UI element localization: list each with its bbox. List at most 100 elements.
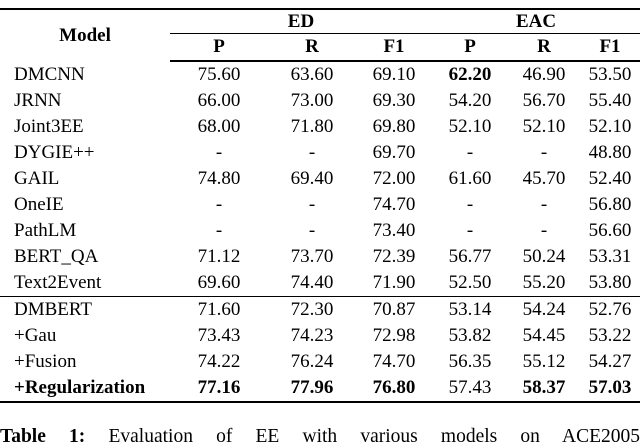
metric-cell: 56.60 <box>588 220 632 241</box>
metric-cell: 74.23 <box>290 325 334 346</box>
metric-cell: 53.14 <box>432 296 509 323</box>
metric-cell: 54.27 <box>588 351 632 372</box>
metric-cell: 45.70 <box>522 168 566 189</box>
metric-cell: 69.10 <box>372 64 416 85</box>
metric-cell: 69.60 <box>197 272 241 293</box>
metric-cell-best: 77.16 <box>197 377 241 398</box>
model-name-cell: JRNN <box>14 90 62 111</box>
table-row-oneie: OneIE - - 74.70 - - 56.80 <box>0 192 640 218</box>
group-header-row: Model ED EAC <box>0 9 640 46</box>
metric-cell: 63.60 <box>290 64 334 85</box>
metric-cell: 71.12 <box>197 246 241 267</box>
model-name-cell: GAIL <box>14 168 60 189</box>
metric-cell: 74.40 <box>290 272 334 293</box>
metric-cell: 55.20 <box>522 272 566 293</box>
column-header-ed-r: R <box>268 33 356 62</box>
metric-cell-best: 62.20 <box>448 64 492 85</box>
table-row-jrnn: JRNN 66.00 73.00 69.30 54.20 56.70 55.40 <box>0 88 640 114</box>
table-row-fusion: +Fusion 74.22 76.24 74.70 56.35 55.12 54… <box>0 349 640 375</box>
sub-header-row: P R F1 P R F1 <box>0 33 640 62</box>
column-header-eac-f1: F1 <box>580 33 640 62</box>
metric-cell-best: 76.80 <box>372 377 416 398</box>
metric-cell: 53.22 <box>588 325 632 346</box>
metric-cell: 52.40 <box>588 168 632 189</box>
column-header-ed-f1: F1 <box>356 33 433 62</box>
model-name-cell: BERT_QA <box>14 246 99 267</box>
metric-cell: 53.50 <box>588 64 632 85</box>
column-header-eac-r: R <box>508 33 581 62</box>
metric-cell: 72.30 <box>268 296 356 323</box>
metric-cell: - <box>466 142 474 163</box>
table-row-gau: +Gau 73.43 74.23 72.98 53.82 54.45 53.22 <box>0 323 640 349</box>
model-name-cell: PathLM <box>14 220 77 241</box>
metric-cell: 68.00 <box>197 116 241 137</box>
caption-label: Table 1: <box>0 426 86 442</box>
metric-cell: 69.80 <box>372 116 416 137</box>
model-name-cell: +Gau <box>14 325 57 346</box>
metric-cell: 76.24 <box>290 351 334 372</box>
metric-cell: 69.40 <box>290 168 334 189</box>
metric-cell: 66.00 <box>197 90 241 111</box>
metric-cell: 71.60 <box>170 296 268 323</box>
metric-cell: 72.39 <box>372 246 416 267</box>
metric-cell-best: 77.96 <box>290 377 334 398</box>
metric-cell: - <box>308 220 316 241</box>
column-header-eac-p: P <box>432 33 509 62</box>
metric-cell: 54.24 <box>508 296 581 323</box>
metric-cell: 71.80 <box>290 116 334 137</box>
model-name-cell: +Fusion <box>14 351 77 372</box>
metric-cell: 52.50 <box>448 272 492 293</box>
table-row-dmbert: DMBERT 71.60 72.30 70.87 53.14 54.24 52.… <box>0 296 640 323</box>
group-header-ed: ED <box>170 9 433 34</box>
metric-cell: 72.00 <box>372 168 416 189</box>
metric-cell: 55.12 <box>522 351 566 372</box>
metric-cell: 53.31 <box>588 246 632 267</box>
metric-cell: 73.43 <box>197 325 241 346</box>
metric-cell: - <box>540 220 548 241</box>
model-name-cell: DMCNN <box>14 63 85 85</box>
metric-cell: 72.98 <box>372 325 416 346</box>
group-header-eac: EAC <box>432 9 640 34</box>
metric-cell: 46.90 <box>522 64 566 85</box>
table-row-regularization: +Regularization 77.16 77.96 76.80 57.43 … <box>0 375 640 402</box>
metric-cell: - <box>308 142 316 163</box>
column-header-ed-p: P <box>170 33 268 62</box>
metric-cell: - <box>540 142 548 163</box>
metric-cell: 53.82 <box>448 325 492 346</box>
metric-cell: 73.00 <box>290 90 334 111</box>
metric-cell: 56.70 <box>522 90 566 111</box>
metric-cell-best: 57.03 <box>588 377 632 398</box>
metric-cell: 56.35 <box>448 351 492 372</box>
model-name-cell: Text2Event <box>14 272 102 293</box>
model-name-cell: OneIE <box>14 194 64 215</box>
metric-cell: 69.70 <box>372 142 416 163</box>
metric-cell: 71.90 <box>372 272 416 293</box>
results-table: Model ED EAC P R F1 P R F1 DMCNN 75.60 6… <box>0 8 640 403</box>
metric-cell: 73.40 <box>372 220 416 241</box>
metric-cell: 52.10 <box>522 116 566 137</box>
metric-cell: - <box>215 194 223 215</box>
table-row-text2event: Text2Event 69.60 74.40 71.90 52.50 55.20… <box>0 270 640 297</box>
table-row-dygie: DYGIE++ - - 69.70 - - 48.80 <box>0 140 640 166</box>
table-row-gail: GAIL 74.80 69.40 72.00 61.60 45.70 52.40 <box>0 166 640 192</box>
table-row-bertqa: BERT_QA 71.12 73.70 72.39 56.77 50.24 53… <box>0 244 640 270</box>
table-row-dmcnn: DMCNN 75.60 63.60 69.10 62.20 46.90 53.5… <box>0 61 640 88</box>
metric-cell: 50.24 <box>522 246 566 267</box>
metric-cell: 74.70 <box>372 194 416 215</box>
metric-cell: 74.70 <box>372 351 416 372</box>
table-row-joint3ee: Joint3EE 68.00 71.80 69.80 52.10 52.10 5… <box>0 114 640 140</box>
column-header-model: Model <box>59 24 111 46</box>
metric-cell: 56.77 <box>448 246 492 267</box>
metric-cell: 69.30 <box>372 90 416 111</box>
model-name-cell: DYGIE++ <box>14 142 95 163</box>
metric-cell: 56.80 <box>588 194 632 215</box>
metric-cell: 75.60 <box>197 64 241 85</box>
metric-cell: 54.20 <box>448 90 492 111</box>
metric-cell: - <box>215 220 223 241</box>
model-name-cell: +Regularization <box>14 377 146 398</box>
model-name-cell: Joint3EE <box>14 116 84 137</box>
table-row-pathlm: PathLM - - 73.40 - - 56.60 <box>0 218 640 244</box>
metric-cell: 74.22 <box>197 351 241 372</box>
metric-cell-best: 58.37 <box>522 377 566 398</box>
metric-cell: 73.70 <box>290 246 334 267</box>
